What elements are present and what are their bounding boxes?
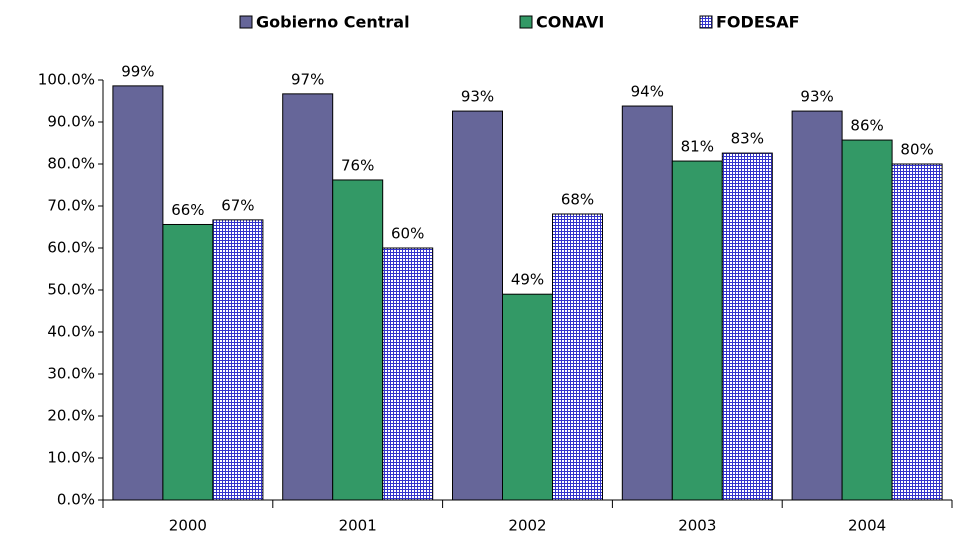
data-label: 99% [121,62,154,80]
bar [891,163,943,501]
data-label: 97% [291,70,324,88]
data-label: 67% [221,196,254,214]
x-tick-label: 2002 [508,517,546,535]
data-label: 66% [171,201,204,219]
bar [502,293,553,501]
y-tick-label: 0.0% [57,491,95,509]
y-tick-label: 70.0% [47,197,95,215]
y-tick-label: 50.0% [47,281,95,299]
data-label: 80% [900,141,933,159]
y-tick-label: 40.0% [47,323,95,341]
legend-swatch [519,15,533,29]
y-tick-label: 80.0% [47,155,95,173]
data-label: 86% [850,117,883,135]
bar [382,247,434,501]
legend-swatch [239,15,253,29]
data-label: 49% [511,271,544,289]
data-label: 81% [681,138,714,156]
data-label: 83% [731,130,764,148]
legend-label: CONAVI [536,13,604,32]
x-tick-label: 2003 [678,517,716,535]
y-tick-label: 10.0% [47,449,95,467]
bar [621,105,673,501]
y-tick-label: 100.0% [38,71,95,89]
data-label: 68% [561,190,594,208]
legend-label: Gobierno Central [256,13,410,32]
bar [671,160,723,501]
data-label: 93% [800,88,833,106]
legend-label: FODESAF [716,13,800,32]
bar [212,219,264,501]
x-tick-label: 2004 [848,517,886,535]
bar [552,213,603,501]
x-tick-label: 2001 [339,517,377,535]
data-label: 60% [391,225,424,243]
bar [332,179,384,501]
y-tick-label: 20.0% [47,407,95,425]
legend-swatch [699,15,713,29]
data-label: 76% [341,156,374,174]
x-tick-label: 2000 [169,517,207,535]
y-tick-label: 30.0% [47,365,95,383]
bar [721,152,773,501]
bar [112,85,164,501]
bar [791,110,843,501]
y-tick-label: 90.0% [47,113,95,131]
bar [162,223,214,501]
y-tick-label: 60.0% [47,239,95,257]
bar [452,110,503,501]
data-label: 93% [461,88,494,106]
bar [282,93,334,501]
bar [841,139,893,501]
data-label: 94% [631,83,664,101]
